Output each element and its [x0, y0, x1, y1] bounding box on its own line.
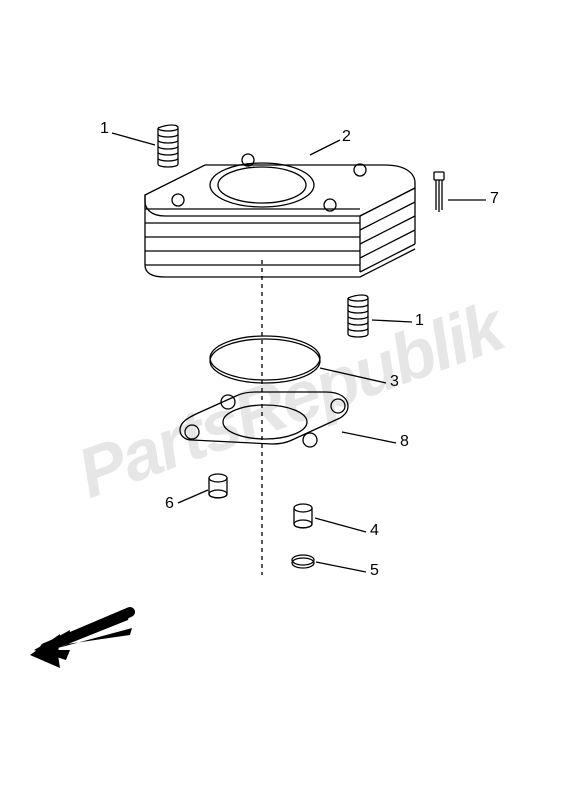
callout-1-mid: 1 — [415, 312, 424, 330]
diagram-container: PartsRepublik — [0, 0, 579, 800]
callout-2: 2 — [342, 128, 351, 146]
callout-6: 6 — [165, 495, 174, 513]
callout-1-top: 1 — [100, 120, 109, 138]
part-dowel-top-left — [158, 125, 178, 167]
part-bolt — [434, 172, 444, 212]
part-washer — [292, 555, 314, 568]
parts-diagram-svg — [0, 0, 579, 800]
part-o-ring — [210, 336, 320, 383]
part-dowel-mid-right — [348, 295, 368, 337]
part-cylinder-block — [145, 154, 415, 277]
direction-arrow — [30, 612, 132, 668]
callout-4: 4 — [370, 522, 379, 540]
callout-3: 3 — [390, 373, 399, 391]
callout-7: 7 — [490, 190, 499, 208]
part-pin-right — [294, 504, 312, 528]
callout-5: 5 — [370, 562, 379, 580]
part-base-gasket — [180, 392, 348, 447]
callout-8: 8 — [400, 433, 409, 451]
part-pin-left — [209, 474, 227, 498]
